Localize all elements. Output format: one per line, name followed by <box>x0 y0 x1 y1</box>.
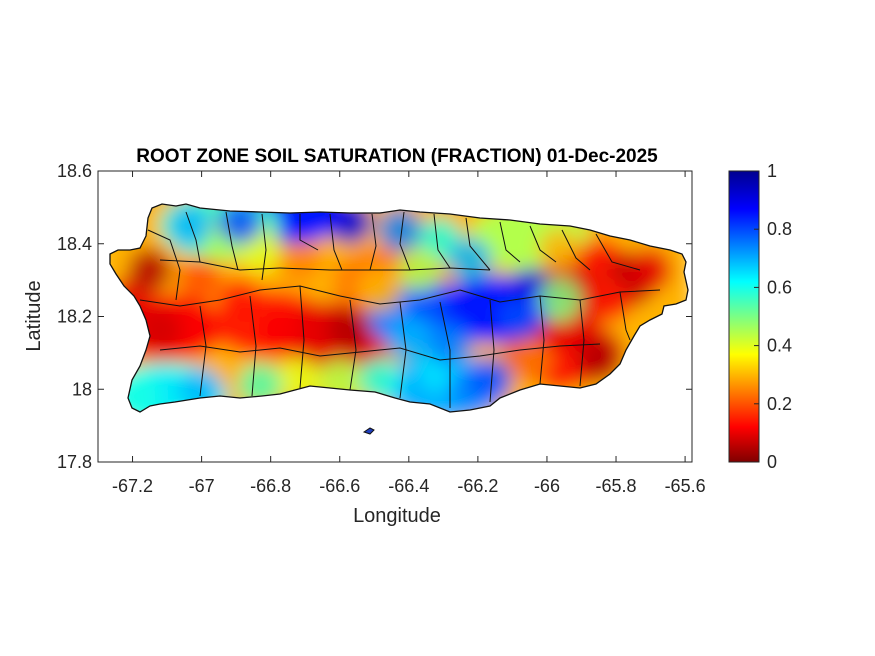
x-tick-label: -66.8 <box>250 476 291 496</box>
colorbar <box>728 170 760 463</box>
y-tick-label: 18 <box>72 379 92 399</box>
field-texture <box>538 278 582 322</box>
field-texture <box>218 278 262 322</box>
x-tick-label: -65.6 <box>665 476 706 496</box>
municipality-border <box>539 295 545 385</box>
y-tick-label: 17.8 <box>57 452 92 472</box>
municipality-border <box>159 259 281 271</box>
municipality-border <box>561 229 591 271</box>
municipality-border <box>299 214 319 251</box>
y-tick-label: 18.6 <box>57 161 92 181</box>
municipality-border <box>619 291 631 341</box>
field-texture <box>588 278 632 322</box>
colorbar-tick-label: 0.8 <box>767 219 792 239</box>
municipality-border <box>349 299 357 391</box>
municipality-border <box>595 233 641 271</box>
municipality-border <box>519 343 601 351</box>
x-tick-label: -66.2 <box>457 476 498 496</box>
x-tick-label: -66.4 <box>388 476 429 496</box>
x-axis-ticks: -67.2 -67 -66.8 -66.6 -66.4 -66.2 -66 -65.8 -65.… <box>112 171 706 496</box>
municipality-border <box>159 345 361 357</box>
x-tick-label: -66.6 <box>319 476 360 496</box>
y-tick-label: 18.2 <box>57 307 92 327</box>
field-texture <box>128 248 172 292</box>
field-texture <box>508 338 552 382</box>
x-axis-label: Longitude <box>353 505 441 527</box>
municipality-border <box>279 267 491 271</box>
x-tick-label: -65.8 <box>596 476 637 496</box>
municipality-border <box>329 213 343 271</box>
municipality-border <box>225 211 239 271</box>
field-texture <box>628 248 672 292</box>
municipality-border <box>489 299 495 403</box>
municipality-border <box>499 221 521 263</box>
field-texture <box>378 208 422 252</box>
municipality-boundaries <box>139 211 661 408</box>
municipality-border <box>465 217 491 271</box>
colorbar-tick-label: 0.6 <box>767 277 792 297</box>
municipality-border <box>433 213 451 269</box>
field-texture <box>278 238 322 282</box>
municipality-border <box>199 305 207 397</box>
field-texture <box>498 298 542 342</box>
x-tick-label: -67 <box>189 476 215 496</box>
municipality-border <box>399 301 407 399</box>
x-tick-label: -67.2 <box>112 476 153 496</box>
municipality-border <box>529 225 557 263</box>
y-axis-label: Latitude <box>23 280 45 351</box>
field-texture <box>578 338 622 382</box>
colorbar-tick-label: 0.4 <box>767 336 792 356</box>
x-tick-label: -66 <box>534 476 560 496</box>
field-texture <box>448 238 492 282</box>
field-texture <box>168 204 212 248</box>
municipality-border <box>299 285 305 389</box>
field-texture <box>538 228 582 272</box>
y-axis-ticks: 17.8 18 18.2 18.4 18.6 <box>57 161 692 472</box>
municipality-border <box>579 299 585 387</box>
colorbar-tick-label: 1 <box>767 161 777 181</box>
municipality-border <box>139 285 341 307</box>
municipality-border <box>399 211 411 271</box>
field-texture <box>178 258 222 302</box>
field-texture <box>358 268 402 312</box>
y-tick-label: 18.4 <box>57 234 92 254</box>
municipality-border <box>147 229 181 301</box>
field-texture <box>328 308 372 352</box>
colorbar-tick-label: 0.2 <box>767 394 792 414</box>
field-texture <box>388 318 432 362</box>
field-texture <box>428 323 472 367</box>
chart-title: ROOT ZONE SOIL SATURATION (FRACTION) 01-… <box>136 146 658 167</box>
field-texture <box>258 308 302 352</box>
island-coastline <box>109 203 689 413</box>
caja-de-muertos-island <box>362 427 375 435</box>
municipality-border <box>439 301 451 408</box>
municipality-border <box>261 213 267 281</box>
colorbar-tick-label: 0 <box>767 452 777 472</box>
colorbar-ticks: 0 0.2 0.4 0.6 0.8 1 <box>754 161 792 472</box>
municipality-border <box>249 295 257 397</box>
municipality-border <box>369 213 377 271</box>
municipality-border <box>459 289 661 303</box>
municipality-border <box>185 211 201 263</box>
field-texture <box>468 358 512 402</box>
